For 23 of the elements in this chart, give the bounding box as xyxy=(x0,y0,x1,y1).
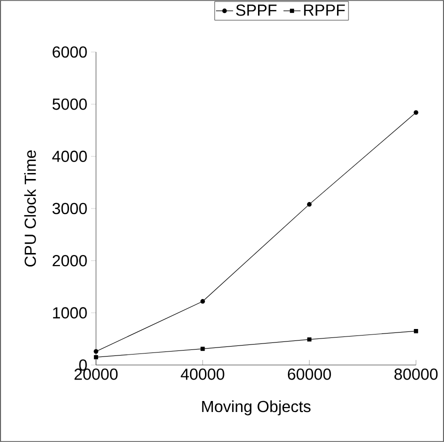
point xyxy=(94,355,98,360)
point xyxy=(94,349,98,354)
y-axis-title: CPU Clock Time xyxy=(24,150,36,267)
x-axis-title: Moving Objects xyxy=(202,400,311,416)
y-tick-label: 2000 xyxy=(52,255,87,266)
legend-label: SPPF xyxy=(236,4,277,16)
point xyxy=(200,299,205,304)
point xyxy=(414,328,418,334)
y-tick-label: 5000 xyxy=(52,98,87,110)
y-tick-label: 4000 xyxy=(52,150,87,162)
x-tick-label: 40000 xyxy=(180,368,224,380)
point xyxy=(307,202,312,207)
y-tick-label: 3000 xyxy=(52,202,87,214)
y-tick-label: 6000 xyxy=(52,46,87,58)
point xyxy=(307,337,312,342)
point xyxy=(200,346,205,351)
point xyxy=(414,110,418,115)
legend-label: RPPF xyxy=(304,4,345,16)
y-tick-label: 1000 xyxy=(53,307,87,318)
y-tick-label: 0 xyxy=(79,359,87,371)
x-tick-label: 80000 xyxy=(394,368,438,380)
x-tick-label: 20000 xyxy=(74,368,118,380)
x-tick-label: 60000 xyxy=(288,368,331,380)
